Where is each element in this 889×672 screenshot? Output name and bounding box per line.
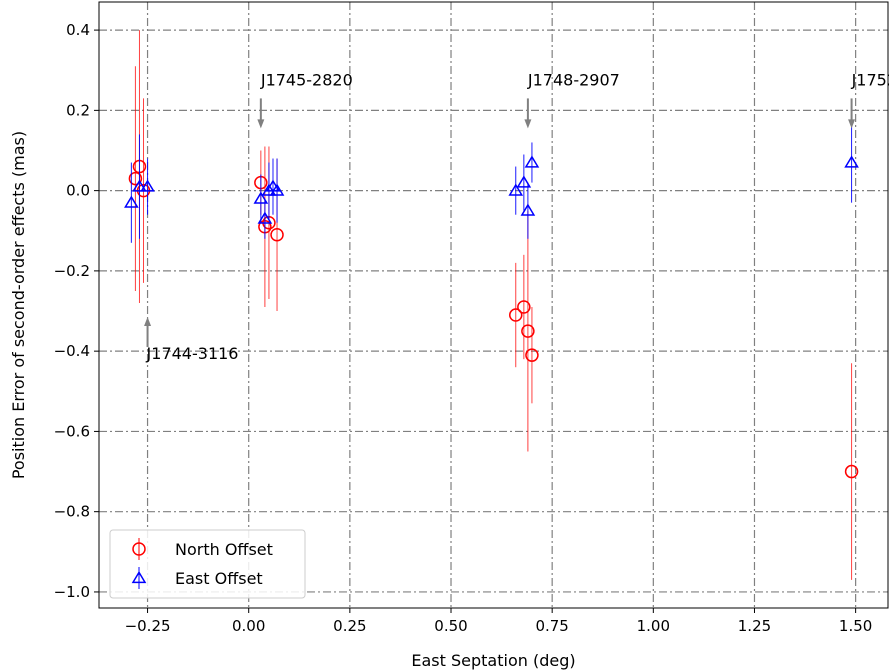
annotation-label: J1748-2907 — [527, 70, 620, 89]
east-offset-point — [508, 183, 524, 196]
annotation-arrowhead — [144, 317, 152, 327]
y-axis-ticks: 0.4 0.2 0.0 −0.2 −0.4 −0.6 −0.8 −1.0 — [54, 21, 99, 601]
legend-label: North Offset — [175, 540, 273, 559]
legend-box — [109, 529, 306, 599]
x-tick-label: 0.75 — [535, 617, 568, 635]
x-tick-label: −0.25 — [125, 617, 171, 635]
plot-frame — [98, 1, 889, 609]
y-axis-title: Position Error of second-order effects (… — [9, 131, 28, 479]
data-series — [124, 30, 859, 580]
legend: North Offset East Offset — [109, 529, 306, 599]
east-offset-point — [516, 175, 532, 188]
y-tick-label: −0.2 — [54, 262, 90, 280]
legend-marker-triangle — [131, 570, 147, 584]
grid — [99, 2, 888, 608]
x-axis-ticks: −0.25 0.00 0.25 0.50 0.75 1.00 1.25 1.50 — [125, 608, 872, 635]
east-offset-point — [132, 179, 147, 192]
x-tick-label: 1.00 — [637, 617, 670, 635]
east-offset-point — [253, 191, 269, 204]
east-offset-point — [520, 203, 536, 216]
annotations: J1745-2820 J1748-2907 J1752-2956 J1744-3116 — [144, 70, 889, 363]
annotation-label: J1745-2820 — [260, 70, 353, 89]
north-offset-point — [521, 324, 535, 338]
east-offset-point — [261, 183, 277, 196]
y-tick-label: 0.0 — [66, 182, 90, 200]
east-offset-point — [269, 183, 285, 196]
east-offset-point — [124, 195, 139, 208]
annotation-arrowhead — [257, 119, 265, 129]
annotation-label: J1752-2956 — [851, 70, 889, 89]
north-offset-point — [128, 171, 143, 186]
north-offset-point — [517, 300, 531, 314]
north-offset-point — [525, 348, 539, 362]
y-tick-label: 0.2 — [66, 101, 90, 119]
x-tick-label: 0.50 — [434, 617, 467, 635]
east-offset-point — [257, 211, 273, 224]
y-tick-label: −0.8 — [54, 503, 90, 521]
y-tick-label: −0.6 — [54, 422, 90, 440]
y-tick-label: −1.0 — [54, 583, 90, 601]
annotation-arrowhead — [848, 119, 856, 129]
x-axis-title: East Septation (deg) — [411, 651, 575, 670]
north-offset-point — [844, 464, 859, 479]
annotation-label: J1744-3116 — [146, 344, 239, 363]
legend-marker-circle — [132, 542, 146, 556]
x-tick-label: 1.25 — [738, 617, 771, 635]
x-tick-label: 0.25 — [333, 617, 366, 635]
north-offset-point — [270, 228, 284, 242]
y-tick-label: 0.4 — [66, 21, 90, 39]
north-offset-point — [509, 308, 523, 322]
legend-label: East Offset — [175, 569, 263, 588]
east-offset-point — [140, 179, 155, 192]
x-tick-label: 1.50 — [839, 617, 872, 635]
series-triangle — [124, 122, 859, 243]
annotation-arrowhead — [524, 119, 532, 129]
y-tick-label: −0.4 — [54, 342, 90, 360]
east-offset-point — [524, 155, 540, 168]
series-circle — [128, 30, 859, 580]
x-tick-label: 0.00 — [232, 617, 265, 635]
east-offset-point — [844, 155, 859, 168]
